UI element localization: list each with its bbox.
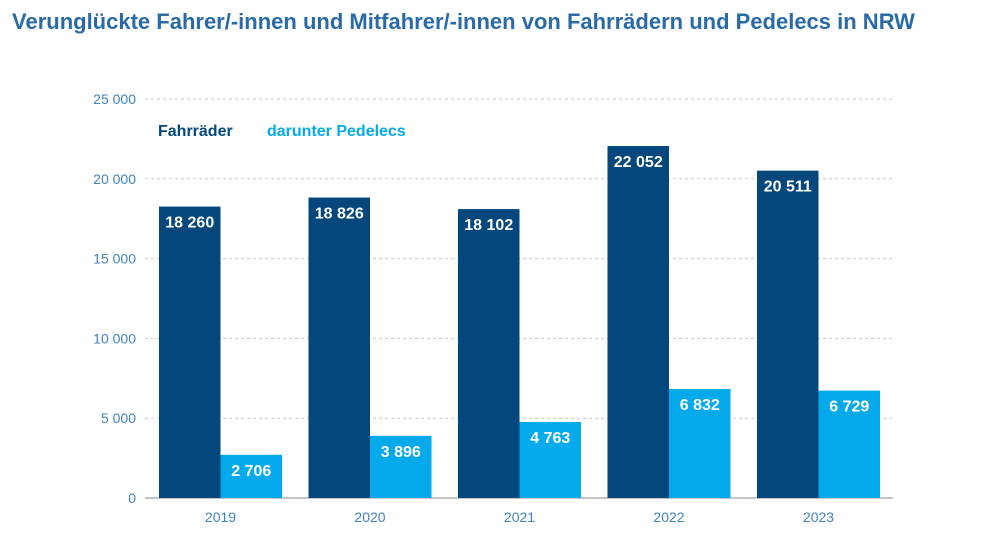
x-tick-label: 2022 [653,509,684,525]
x-tick-label: 2021 [504,509,535,525]
data-label: 6 729 [829,399,869,416]
data-label: 18 826 [315,206,364,223]
bar-fahrraeder [308,197,370,498]
y-tick-label: 25 000 [93,91,136,107]
data-label: 2 706 [231,463,271,480]
y-tick-label: 20 000 [93,171,136,187]
y-tick-label: 0 [128,490,136,506]
x-tick-label: 2023 [803,509,834,525]
bar-fahrraeder [458,209,520,498]
y-tick-label: 5 000 [101,410,136,426]
x-tick-label: 2020 [354,509,385,525]
bar-pedelecs [519,421,581,498]
bar-fahrraeder [607,146,669,498]
bar-pedelecs [220,454,282,498]
bar-pedelecs [669,388,731,498]
legend-pedelecs: darunter Pedelecs [267,123,406,140]
data-label: 3 896 [381,444,421,461]
bar-pedelecs [818,390,880,498]
data-label: 6 832 [680,397,720,414]
data-label: 18 260 [165,215,214,232]
data-label: 22 052 [614,154,663,171]
chart-title: Verunglückte Fahrer/-innen und Mitfahrer… [12,9,915,34]
y-axis-ticks: 0 5 000 10 000 15 000 20 000 25 000 [93,91,136,506]
data-label: 18 102 [464,217,513,234]
x-axis-ticks: 2019 2020 2021 2022 2023 [205,509,834,525]
y-tick-label: 15 000 [93,251,136,267]
legend-fahrraeder: Fahrräder [158,123,233,140]
bar-pedelecs [370,435,432,498]
bar-fahrraeder [757,170,819,498]
bars: 18 260 2 706 18 826 3 896 18 102 4 763 22 052 6… [159,146,880,498]
data-label: 20 511 [764,179,812,196]
data-label: 4 763 [530,430,570,447]
bar-fahrraeder [159,206,221,498]
x-tick-label: 2019 [205,509,236,525]
y-tick-label: 10 000 [93,330,136,346]
